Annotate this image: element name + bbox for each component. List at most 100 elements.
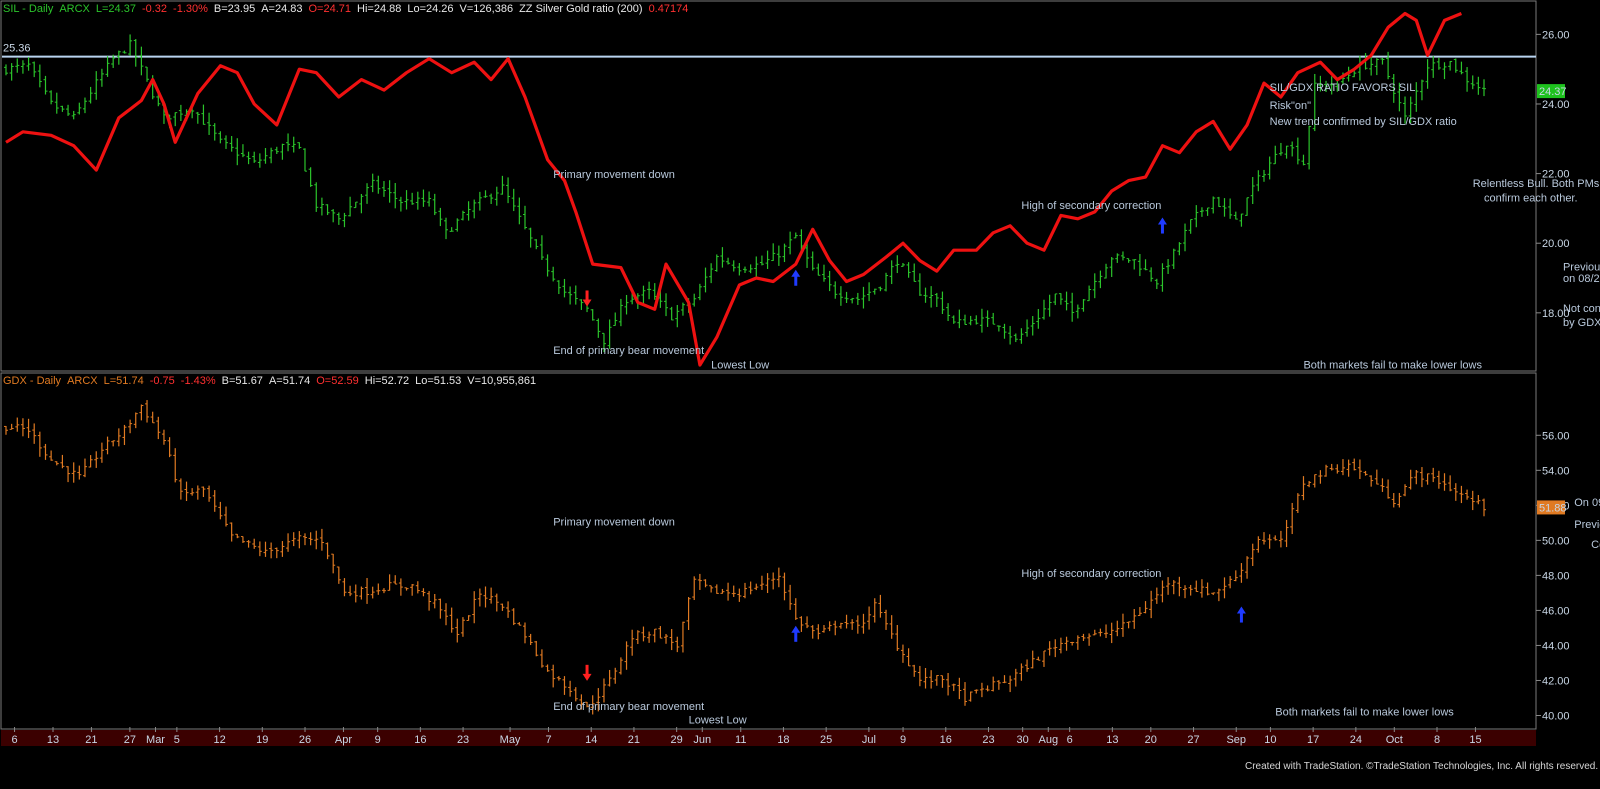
y-tick-label: 46.00: [1542, 605, 1570, 617]
x-tick-label: May: [500, 734, 521, 746]
x-tick-label: Jun: [693, 734, 711, 746]
y-tick-label: 20.00: [1542, 238, 1570, 250]
x-tick-label: 29: [671, 734, 683, 746]
time-axis: 6 13 21 27 Mar 5 12 19 26 Apr 9 16 23 May 7 14 21 29 Jun 11…: [11, 727, 1482, 746]
x-tick-label: 23: [457, 734, 469, 746]
header-field-6: A=24.83: [261, 3, 302, 15]
header-field-9: Lo=51.53: [415, 375, 461, 387]
gdx-panel-header: GDX - Daily ARCX L=51.74 -0.75 -1.43% B=51.67…: [3, 375, 536, 387]
chart-annotation: Relentless Bull. Both PMs: [1473, 178, 1600, 190]
x-tick-label: Sep: [1226, 734, 1246, 746]
x-tick-label: 18: [777, 734, 789, 746]
header-field-11: ZZ Silver Gold ratio (200): [519, 3, 642, 15]
header-field-7: O=24.71: [309, 3, 352, 15]
chart-annotation: on 08/21/2012: [1563, 273, 1600, 285]
chart-annotation: Previous high exceed: [1574, 519, 1600, 531]
x-tick-label: 26: [299, 734, 311, 746]
header-field-4: -1.30%: [173, 3, 208, 15]
x-tick-label: 20: [1145, 734, 1157, 746]
header-field-0: SIL - Daily: [3, 3, 54, 15]
header-field-1: ARCX: [59, 3, 90, 15]
header-field-10: V=10,955,861: [467, 375, 536, 387]
chart-annotation: Risk"on": [1270, 100, 1312, 112]
x-tick-label: 21: [628, 734, 640, 746]
resistance-line-label: 25.36: [3, 43, 31, 55]
chart-annotation: confirm each other.: [1484, 192, 1578, 204]
x-tick-label: 27: [124, 734, 136, 746]
last-price-label: 51.88: [1539, 502, 1567, 514]
header-field-3: -0.75: [150, 375, 175, 387]
chart-annotation: Both markets fail to make lower lows: [1275, 706, 1454, 718]
down-arrow-icon: [582, 290, 592, 307]
header-field-1: ARCX: [67, 375, 98, 387]
y-tick-label: 22.00: [1542, 169, 1570, 181]
last-price-tag: [1537, 84, 1565, 99]
x-tick-label: 16: [940, 734, 952, 746]
time-axis-bar: [1, 730, 1536, 746]
header-field-2: L=51.74: [104, 375, 144, 387]
last-price-label: 24.37: [1539, 86, 1567, 98]
x-tick-label: 12: [213, 734, 225, 746]
y-tick-label: 26.00: [1542, 29, 1570, 41]
x-tick-label: 7: [545, 734, 551, 746]
header-field-8: Hi=52.72: [365, 375, 409, 387]
chart-annotation: High of secondary correction: [1021, 200, 1161, 212]
header-field-5: B=51.67: [222, 375, 263, 387]
header-field-3: -0.32: [142, 3, 167, 15]
x-tick-label: 21: [85, 734, 97, 746]
ohlc-bars: [4, 400, 1486, 715]
up-arrow-icon: [1157, 217, 1167, 234]
up-arrow-icon: [791, 625, 801, 642]
ohlc-bars: [4, 34, 1486, 353]
x-tick-label: 14: [585, 734, 597, 746]
header-field-8: Hi=24.88: [357, 3, 401, 15]
gdx-price-plot: 56.0054.0052.0050.0048.0046.0044.0042.00…: [4, 400, 1600, 726]
y-tick-label: 48.00: [1542, 570, 1570, 582]
x-tick-label: 27: [1187, 734, 1199, 746]
x-tick-label: 16: [414, 734, 426, 746]
header-field-7: O=52.59: [316, 375, 359, 387]
header-field-10: V=126,386: [460, 3, 514, 15]
chart-annotation: Both markets fail to make lower lows: [1303, 360, 1482, 372]
x-tick-label: Mar: [146, 734, 165, 746]
header-field-5: B=23.95: [214, 3, 255, 15]
y-tick-label: 50.00: [1542, 535, 1570, 547]
silver-gold-ratio-line: [5, 11, 1463, 367]
x-tick-label: 10: [1264, 734, 1276, 746]
header-field-12: 0.47174: [649, 3, 689, 15]
chart-annotation: On 09/04/2012: [1574, 497, 1600, 509]
x-tick-label: 6: [1067, 734, 1073, 746]
y-tick-label: 54.00: [1542, 465, 1570, 477]
chart-annotation: Lowest Low: [689, 714, 747, 726]
x-tick-label: Jul: [862, 734, 876, 746]
header-field-9: Lo=24.26: [407, 3, 453, 15]
x-tick-label: Aug: [1039, 734, 1059, 746]
x-tick-label: 6: [11, 734, 17, 746]
sil-panel-header: SIL - Daily ARCX L=24.37 -0.32 -1.30% B=23.95…: [3, 3, 688, 15]
chart-annotation: End of primary bear movement: [553, 345, 704, 357]
last-price-tag: [1537, 500, 1565, 515]
y-tick-label: 44.00: [1542, 640, 1570, 652]
sil-price-plot: 26.00 24.00 22.00 20.00 18.00 25.36 SIL/GDX RA…: [2, 11, 1600, 372]
y-tick-label: 42.00: [1542, 675, 1570, 687]
y-tick-label: 24.00: [1542, 99, 1570, 111]
x-tick-label: 13: [1106, 734, 1118, 746]
header-field-0: GDX - Daily: [3, 375, 62, 387]
header-field-2: L=24.37: [96, 3, 136, 15]
header-field-6: A=51.74: [269, 375, 310, 387]
chart-annotation: SIL/GDX RATIO FAVORS SIL: [1270, 82, 1416, 94]
up-arrow-icon: [791, 269, 801, 286]
y-tick-label: 56.00: [1542, 430, 1570, 442]
x-tick-label: 5: [174, 734, 180, 746]
chart-annotation: by GDX: [1563, 317, 1600, 329]
footer-credit: Created with TradeStation. ©TradeStation…: [1245, 761, 1599, 772]
down-arrow-icon: [582, 664, 592, 681]
chart-annotation: Primary movement down: [553, 516, 675, 528]
chart-annotation: Primary movement down: [553, 169, 675, 181]
chart-annotation: High of secondary correction: [1021, 568, 1161, 580]
chart-annotation: End of primary bear movement: [553, 701, 704, 713]
chart-annotation: Not confirmed: [1563, 303, 1600, 315]
up-arrow-icon: [1236, 606, 1246, 623]
x-tick-label: 30: [1017, 734, 1029, 746]
x-tick-label: 11: [735, 734, 746, 746]
